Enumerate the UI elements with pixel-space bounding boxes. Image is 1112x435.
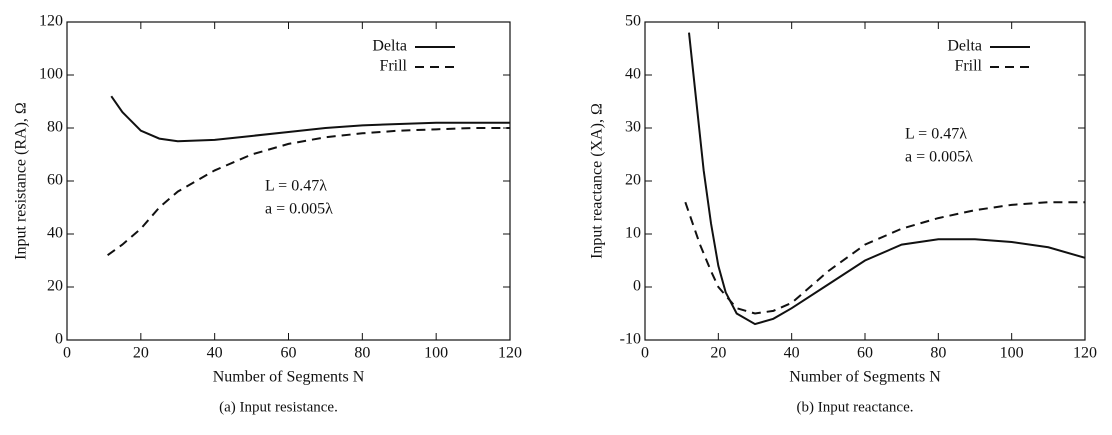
x-tick-label: 40 xyxy=(207,345,223,362)
y-tick-label: 10 xyxy=(625,225,641,242)
y-tick-label: 60 xyxy=(47,172,63,189)
series-line xyxy=(685,202,1085,313)
x-tick-label: 60 xyxy=(281,345,297,362)
y-axis-label: Input reactance (XA), Ω xyxy=(589,103,606,259)
x-axis-label: Number of Segments N xyxy=(213,369,365,386)
x-tick-label: 120 xyxy=(1073,345,1097,362)
caption: (b) Input reactance. xyxy=(796,399,913,415)
x-tick-label: 20 xyxy=(133,345,149,362)
caption: (a) Input resistance. xyxy=(219,399,338,415)
x-tick-label: 80 xyxy=(930,345,946,362)
x-tick-label: 0 xyxy=(63,345,71,362)
legend-label: Delta xyxy=(372,38,407,55)
y-axis-label: Input resistance (RA), Ω xyxy=(13,102,30,260)
annotation: a = 0.005λ xyxy=(905,149,973,166)
x-tick-label: 60 xyxy=(857,345,873,362)
y-tick-label: 120 xyxy=(39,13,63,30)
annotation: L = 0.47λ xyxy=(905,126,967,143)
x-tick-label: 120 xyxy=(498,345,522,362)
legend-label: Frill xyxy=(954,58,982,75)
figure: 020406080100120020406080100120Number of … xyxy=(0,0,1112,435)
y-tick-label: 50 xyxy=(625,13,641,30)
y-tick-label: 0 xyxy=(55,331,63,348)
y-tick-label: 0 xyxy=(633,278,641,295)
legend-label: Delta xyxy=(947,38,982,55)
series-line xyxy=(689,33,1085,325)
annotation: L = 0.47λ xyxy=(265,178,327,195)
legend-label: Frill xyxy=(379,58,407,75)
x-tick-label: 80 xyxy=(354,345,370,362)
y-tick-label: -10 xyxy=(620,331,641,348)
x-tick-label: 100 xyxy=(1000,345,1024,362)
x-axis-label: Number of Segments N xyxy=(789,369,941,386)
y-tick-label: 100 xyxy=(39,66,63,83)
annotation: a = 0.005λ xyxy=(265,201,333,218)
y-tick-label: 80 xyxy=(47,119,63,136)
y-tick-label: 20 xyxy=(625,172,641,189)
y-tick-label: 20 xyxy=(47,278,63,295)
x-tick-label: 100 xyxy=(424,345,448,362)
x-tick-label: 0 xyxy=(641,345,649,362)
x-tick-label: 20 xyxy=(710,345,726,362)
y-tick-label: 40 xyxy=(625,66,641,83)
series-line xyxy=(111,96,510,141)
plot-frame xyxy=(645,22,1085,340)
x-tick-label: 40 xyxy=(784,345,800,362)
y-tick-label: 30 xyxy=(625,119,641,136)
y-tick-label: 40 xyxy=(47,225,63,242)
